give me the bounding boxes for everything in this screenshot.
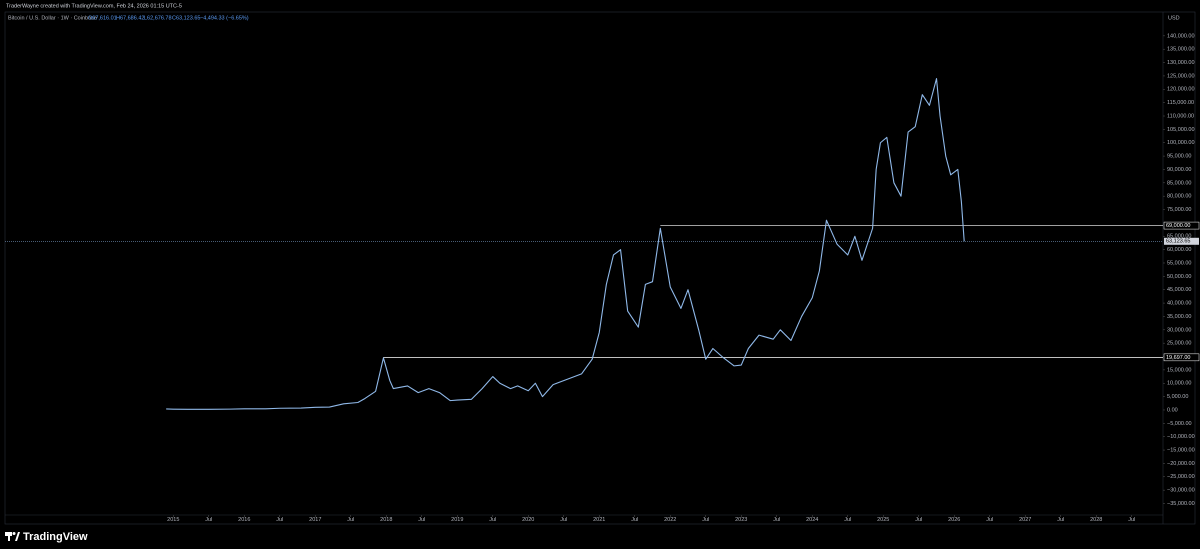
y-tick-label: 10,000.00 (1167, 381, 1191, 387)
y-tick-label: 55,000.00 (1167, 260, 1191, 266)
level-label: 19,697.00 (1166, 355, 1190, 361)
x-tick-label: 2022 (664, 517, 676, 523)
y-tick-label: 75,000.00 (1167, 207, 1191, 213)
level-label: 69,000.00 (1166, 223, 1190, 229)
y-tick-label: −25,000.00 (1167, 474, 1195, 480)
y-tick-label: −20,000.00 (1167, 461, 1195, 467)
y-tick-label: 95,000.00 (1167, 154, 1191, 160)
x-tick-label: 2024 (806, 517, 818, 523)
y-tick-label: −30,000.00 (1167, 488, 1195, 494)
level-label-box (1163, 221, 1200, 230)
x-tick-label: Jul (1128, 517, 1135, 523)
x-tick-label: 2021 (593, 517, 605, 523)
y-tick-label: −35,000.00 (1167, 501, 1195, 507)
x-tick-label: Jul (418, 517, 425, 523)
x-tick-label: Jul (489, 517, 496, 523)
frame (4, 11, 1196, 525)
y-tick-label: 0.00 (1167, 407, 1178, 413)
x-tick-label: 2020 (522, 517, 534, 523)
x-tick-label: 2018 (380, 517, 392, 523)
y-tick-label: 130,000.00 (1167, 60, 1195, 66)
y-tick-label: 45,000.00 (1167, 287, 1191, 293)
y-tick-label: 90,000.00 (1167, 167, 1191, 173)
y-tick-label: 65,000.00 (1167, 234, 1191, 240)
x-tick-label: Jul (560, 517, 567, 523)
x-tick-label: 2015 (167, 517, 179, 523)
x-tick-label: 2016 (238, 517, 250, 523)
x-tick-label: Jul (631, 517, 638, 523)
y-tick-label: 140,000.00 (1167, 33, 1195, 39)
change: −4,494.33 (−6.65%) (200, 15, 249, 21)
x-tick-label: Jul (844, 517, 851, 523)
x-tick-label: Jul (347, 517, 354, 523)
y-tick-label: 5,000.00 (1167, 394, 1188, 400)
credit: TraderWayne created with TradingView.com… (6, 3, 182, 9)
y-tick-label: 25,000.00 (1167, 341, 1191, 347)
x-tick-label: 2026 (948, 517, 960, 523)
y-tick-label: 15,000.00 (1167, 367, 1191, 373)
x-tick-label: Jul (1057, 517, 1064, 523)
currency: USD (1168, 15, 1180, 21)
x-tick-label: Jul (702, 517, 709, 523)
y-tick-label: 115,000.00 (1167, 100, 1194, 106)
y-tick-label: 135,000.00 (1167, 47, 1195, 53)
y-tick-label: 105,000.00 (1167, 127, 1195, 133)
y-tick-label: 85,000.00 (1167, 180, 1191, 186)
logo (5, 532, 20, 541)
level-label-box (1163, 353, 1200, 362)
x-tick-label: 2019 (451, 517, 463, 523)
y-tick-label: 100,000.00 (1167, 140, 1195, 146)
y-tick-label: 40,000.00 (1167, 301, 1191, 307)
y-tick-label: −15,000.00 (1167, 448, 1195, 454)
low: L62,676.78 (144, 15, 172, 21)
y-tick-label: 50,000.00 (1167, 274, 1191, 280)
x-tick-label: Jul (276, 517, 283, 523)
y-tick-label: 30,000.00 (1167, 327, 1191, 333)
symbol: Bitcoin / U.S. Dollar · 1W · Coinbase (8, 15, 97, 21)
y-tick-label: 35,000.00 (1167, 314, 1191, 320)
y-tick-label: 125,000.00 (1167, 73, 1195, 79)
price-line (166, 78, 965, 410)
last-price-box (1164, 237, 1199, 245)
x-tick-label: Jul (205, 517, 212, 523)
x-tick-label: Jul (986, 517, 993, 523)
y-tick-label: 80,000.00 (1167, 194, 1191, 200)
y-tick-label: 120,000.00 (1167, 87, 1195, 93)
x-tick-label: 2023 (735, 517, 747, 523)
y-tick-label: 60,000.00 (1167, 247, 1191, 253)
x-tick-label: 2027 (1019, 517, 1031, 523)
y-tick-label: 110,000.00 (1167, 113, 1194, 119)
open: O67,616.01 (88, 15, 117, 21)
brand: TradingView (23, 531, 88, 543)
x-tick-label: 2028 (1090, 517, 1102, 523)
x-tick-label: Jul (915, 517, 922, 523)
last-price-label: 63,123.65 (1166, 239, 1190, 245)
x-tick-label: Jul (773, 517, 780, 523)
high: H67,686.42 (116, 15, 144, 21)
close: C63,123.65 (172, 15, 200, 21)
y-tick-label: −10,000.00 (1167, 434, 1195, 440)
x-tick-label: 2017 (309, 517, 321, 523)
y-tick-label: −5,000.00 (1167, 421, 1192, 427)
x-tick-label: 2025 (877, 517, 889, 523)
